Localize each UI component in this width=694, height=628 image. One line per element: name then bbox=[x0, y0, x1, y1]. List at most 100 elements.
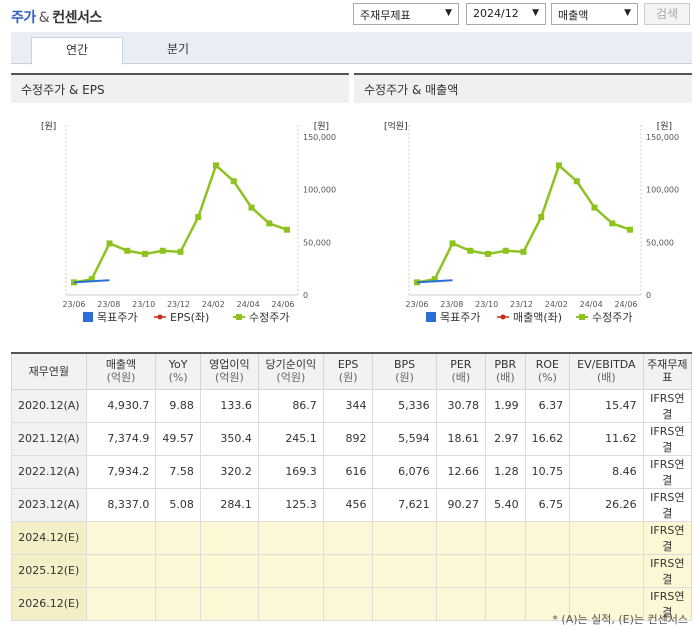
table-cell: 245.1 bbox=[257, 421, 324, 456]
row-statement-type: IFRS연결 bbox=[642, 454, 693, 489]
column-header-unit: (원) bbox=[338, 371, 358, 385]
tab-annual[interactable]: 연간 bbox=[31, 37, 123, 65]
table-cell: 7,374.9 bbox=[85, 421, 157, 456]
table-cell bbox=[524, 520, 571, 555]
table-cell: 18.61 bbox=[435, 421, 486, 456]
y-tick-label: 0 bbox=[303, 291, 308, 300]
column-header-unit: (배) bbox=[495, 371, 515, 385]
price-point bbox=[467, 247, 474, 254]
table-cell: 169.3 bbox=[257, 454, 324, 489]
price-point bbox=[177, 248, 184, 255]
table-cell: 616 bbox=[322, 454, 374, 489]
table-cell: 892 bbox=[322, 421, 374, 456]
table-cell bbox=[569, 553, 644, 588]
table-cell bbox=[199, 553, 259, 588]
period-select[interactable]: 2024/12 ▼ bbox=[466, 3, 546, 25]
column-header-unit: (배) bbox=[451, 371, 471, 385]
column-header: PER (배) bbox=[435, 352, 486, 390]
table-cell: 90.27 bbox=[435, 487, 486, 522]
metric-select[interactable]: 매출액 ▼ bbox=[551, 3, 638, 25]
chart-title: 수정주가 & 매출액 bbox=[354, 73, 692, 103]
row-period-label: 2023.12(A) bbox=[11, 487, 87, 522]
table-cell: 320.2 bbox=[199, 454, 259, 489]
table-cell bbox=[322, 586, 374, 621]
y-tick-label: 50,000 bbox=[646, 238, 674, 247]
table-row: 2025.12(E) IFRS연결 bbox=[11, 553, 693, 588]
legend-label: 수정주가 bbox=[249, 311, 289, 324]
legend-label: 매출액(좌) bbox=[513, 311, 562, 324]
y-tick-label: 0 bbox=[646, 291, 651, 300]
column-header: EV/EBITDA (배) bbox=[569, 352, 644, 390]
row-statement-type: IFRS연결 bbox=[642, 553, 693, 588]
price-series-line bbox=[416, 163, 631, 284]
left-axis-unit: [억원] bbox=[384, 120, 408, 132]
column-header: BPS (원) bbox=[372, 352, 437, 390]
chart-panel-sales: 수정주가 & 매출액 [억원] [원] 150,000 100,000 50,000 0 2… bbox=[354, 73, 692, 333]
table-cell: 6.37 bbox=[524, 388, 571, 423]
table-cell bbox=[257, 586, 324, 621]
chevron-down-icon: ▼ bbox=[624, 8, 631, 18]
column-header-label: 영업이익 bbox=[209, 358, 250, 372]
row-statement-type: IFRS연결 bbox=[642, 520, 693, 555]
column-header: 영업이익 (억원) bbox=[199, 352, 259, 390]
column-header-label: EV/EBITDA bbox=[577, 358, 636, 372]
table-cell bbox=[569, 586, 644, 621]
table-row: 2024.12(E) IFRS연결 bbox=[11, 520, 693, 555]
price-point bbox=[266, 220, 273, 227]
period-select-value: 2024/12 bbox=[473, 7, 519, 20]
legend-label: 수정주가 bbox=[592, 311, 632, 324]
x-tick-label: 23/06 bbox=[62, 300, 85, 309]
table-cell: 125.3 bbox=[257, 487, 324, 522]
table-cell: 2.97 bbox=[484, 421, 526, 456]
y-tick-label: 100,000 bbox=[303, 186, 336, 195]
table-cell: 7,934.2 bbox=[85, 454, 157, 489]
x-tick-label: 24/06 bbox=[271, 300, 294, 309]
table-cell: 5,594 bbox=[372, 421, 437, 456]
column-header-unit: (억원) bbox=[106, 371, 136, 385]
table-cell: 11.62 bbox=[569, 421, 644, 456]
price-point bbox=[609, 220, 616, 227]
basis-select-value: 주재무제표 bbox=[360, 9, 411, 22]
basis-select[interactable]: 주재무제표 ▼ bbox=[353, 3, 459, 25]
price-point bbox=[230, 178, 237, 185]
page-title: 주가 & 컨센서스 bbox=[11, 7, 102, 27]
price-point bbox=[124, 247, 131, 254]
column-header-label: ROE bbox=[535, 358, 559, 372]
price-point bbox=[142, 250, 148, 257]
y-tick-label: 150,000 bbox=[646, 133, 679, 142]
column-header-unit: (%) bbox=[168, 371, 188, 385]
y-tick-label: 150,000 bbox=[303, 133, 336, 142]
row-period-label: 2022.12(A) bbox=[11, 454, 87, 489]
column-header: YoY (%) bbox=[155, 352, 201, 390]
table-cell bbox=[257, 520, 324, 555]
x-tick-label: 24/02 bbox=[545, 300, 568, 309]
target-price-series bbox=[416, 279, 453, 284]
row-period-label: 2021.12(A) bbox=[11, 421, 87, 456]
search-button[interactable]: 검색 bbox=[644, 3, 690, 25]
table-cell: 12.66 bbox=[435, 454, 486, 489]
price-point bbox=[106, 240, 113, 247]
price-point bbox=[502, 247, 509, 254]
x-tick-label: 24/06 bbox=[614, 300, 637, 309]
chevron-down-icon: ▼ bbox=[445, 8, 452, 18]
column-header-label: 당기순이익 bbox=[265, 358, 317, 372]
column-header: EPS (원) bbox=[322, 352, 374, 390]
title-amp: & bbox=[38, 10, 50, 26]
tab-quarterly[interactable]: 분기 bbox=[166, 42, 190, 56]
table-header-row: 재무연월 매출액 (억원) YoY (%) 영업이익 (억원) 당기순이익 (억원) EPS (원)… bbox=[11, 352, 693, 390]
title-sub: 컨센서스 bbox=[52, 10, 102, 26]
chart-panel-eps: 수정주가 & EPS [원] [원] 150,000 100,000 50,000 0 23… bbox=[11, 73, 349, 333]
table-row: 2022.12(A) 7,934.2 7.58 320.2 169.3 616 6,076 1… bbox=[11, 454, 693, 489]
table-cell: 16.62 bbox=[524, 421, 571, 456]
table-cell bbox=[524, 586, 571, 621]
x-tick-label: 24/04 bbox=[580, 300, 603, 309]
chart-title: 수정주가 & EPS bbox=[11, 73, 349, 103]
table-cell bbox=[85, 520, 157, 555]
page-header: 주가 & 컨센서스 주재무제표 ▼ 2024/12 ▼ 매출액 ▼ 검색 bbox=[0, 0, 694, 30]
price-point bbox=[284, 226, 290, 233]
table-cell: 6.75 bbox=[524, 487, 571, 522]
column-header: 당기순이익 (억원) bbox=[257, 352, 324, 390]
column-header-label: YoY bbox=[168, 358, 188, 372]
table-row: 2021.12(A) 7,374.9 49.57 350.4 245.1 892 5,594… bbox=[11, 421, 693, 456]
